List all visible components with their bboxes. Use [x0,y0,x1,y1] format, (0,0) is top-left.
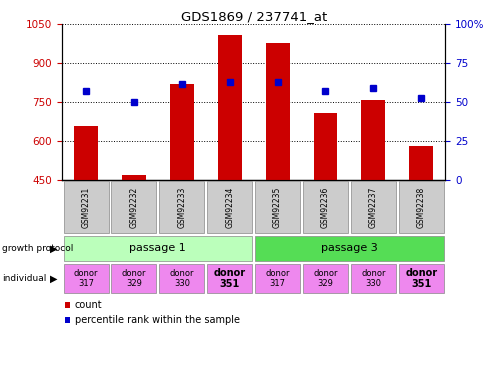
Bar [313,112,337,180]
Bar [302,181,348,233]
Text: donor
351: donor 351 [405,268,437,289]
Bar [255,264,300,293]
Bar [350,264,395,293]
Text: donor
330: donor 330 [361,269,385,288]
Bar [398,264,443,293]
Text: donor
329: donor 329 [121,269,146,288]
Bar [74,126,98,180]
Text: donor
317: donor 317 [74,269,98,288]
Bar [408,146,432,180]
Text: GSM92235: GSM92235 [272,186,282,228]
Text: ▶: ▶ [50,243,57,254]
Text: GSM92231: GSM92231 [81,187,91,228]
Bar [63,236,252,261]
Text: donor
329: donor 329 [313,269,337,288]
Text: growth protocol: growth protocol [2,244,74,253]
Text: GSM92232: GSM92232 [129,187,138,228]
Bar [159,181,204,233]
Bar [217,35,241,180]
Bar [111,264,156,293]
Text: passage 1: passage 1 [129,243,186,254]
Text: individual: individual [2,274,46,283]
Text: GSM92234: GSM92234 [225,186,234,228]
Bar [111,181,156,233]
Bar [159,264,204,293]
Text: GSM92236: GSM92236 [320,186,329,228]
Text: donor
317: donor 317 [265,269,289,288]
Bar [63,181,108,233]
Bar [63,264,108,293]
Bar [350,181,395,233]
Bar [255,181,300,233]
Bar [361,100,385,180]
Bar [207,264,252,293]
Bar [265,42,289,180]
Text: passage 3: passage 3 [320,243,377,254]
Bar [121,176,146,180]
Bar [207,181,252,233]
Text: donor
330: donor 330 [169,269,194,288]
Text: GSM92233: GSM92233 [177,186,186,228]
Text: GSM92237: GSM92237 [368,186,377,228]
Text: percentile rank within the sample: percentile rank within the sample [75,315,240,325]
Text: GSM92238: GSM92238 [416,187,425,228]
Bar [398,181,443,233]
Bar [169,84,194,180]
Title: GDS1869 / 237741_at: GDS1869 / 237741_at [180,10,326,23]
Text: donor
351: donor 351 [213,268,245,289]
Bar [255,236,443,261]
Text: ▶: ▶ [50,273,57,284]
Bar [302,264,348,293]
Text: count: count [75,300,103,310]
